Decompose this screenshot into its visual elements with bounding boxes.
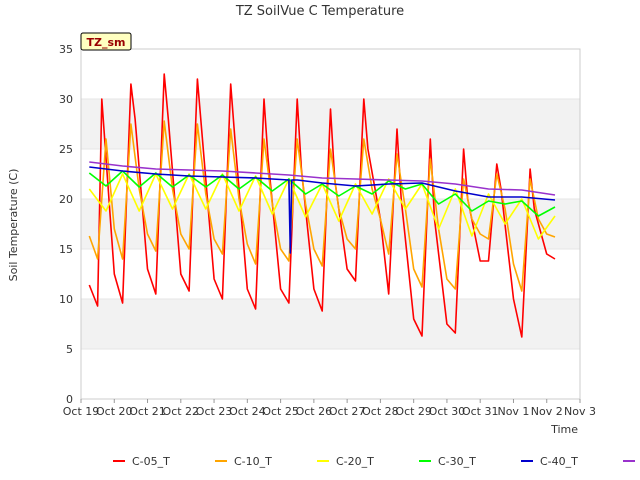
y-tick-label: 10 xyxy=(59,293,73,306)
y-tick-label: 5 xyxy=(66,343,73,356)
y-tick-label: 30 xyxy=(59,93,73,106)
series-line-c-40-t xyxy=(89,166,556,254)
y-tick-label: 20 xyxy=(59,193,73,206)
grid-bands xyxy=(81,48,580,400)
legend-label: C-20_T xyxy=(336,455,374,468)
x-tick-label: Oct 23 xyxy=(196,405,233,418)
legend-item: C-20_T xyxy=(317,455,374,468)
series-line-c-05-t xyxy=(88,73,556,338)
legend-label: C-10_T xyxy=(234,455,272,468)
y-axis-ticks: 0 5 10 15 20 25 30 35 xyxy=(59,43,73,406)
site-badge-label: TZ_sm xyxy=(87,36,126,49)
series-line-c-30-t xyxy=(88,170,556,217)
grid-band xyxy=(81,299,580,349)
x-tick-label: Oct 24 xyxy=(229,405,266,418)
series-line-c-10-t xyxy=(88,120,556,292)
x-tick-label: Oct 25 xyxy=(262,405,299,418)
x-axis-title: Time xyxy=(550,423,578,436)
y-tick-label: 0 xyxy=(66,393,73,406)
x-tick-label: Nov 1 xyxy=(497,405,529,418)
x-tick-label: Oct 21 xyxy=(129,405,166,418)
x-tick-label: Oct 27 xyxy=(329,405,366,418)
legend-item: C-10_T xyxy=(215,455,272,468)
legend-item: C-05_T xyxy=(113,455,170,468)
site-badge-box xyxy=(80,32,132,51)
legend-item: C-40_T xyxy=(521,455,578,468)
legend-item: C-30_T xyxy=(419,455,476,468)
y-tick-label: 15 xyxy=(59,243,73,256)
legend-label: C-30_T xyxy=(438,455,476,468)
x-tick-label: Oct 26 xyxy=(296,405,333,418)
x-tick-label: Nov 2 xyxy=(531,405,563,418)
y-tick-label: 35 xyxy=(59,43,73,56)
plot-area xyxy=(80,48,581,400)
x-tick-label: Oct 19 xyxy=(63,405,100,418)
legend: C-05_T C-10_T C-20_T C-30_T C-40_T C-50_T xyxy=(113,455,635,468)
y-axis-title: Soil Temperature (C) xyxy=(7,169,20,282)
x-tick-label: Oct 31 xyxy=(462,405,499,418)
series-lines xyxy=(88,73,556,338)
legend-label: C-05_T xyxy=(132,455,170,468)
legend-item: C-50_T xyxy=(623,460,635,462)
x-tick-label: Oct 30 xyxy=(429,405,466,418)
series-line-c-50-t xyxy=(89,161,556,196)
x-tick-label: Nov 3 xyxy=(564,405,596,418)
x-tick-label: Oct 22 xyxy=(163,405,200,418)
grid-band xyxy=(81,199,580,249)
y-tick-label: 25 xyxy=(59,143,73,156)
x-tick-label: Oct 28 xyxy=(362,405,399,418)
x-tick-label: Oct 20 xyxy=(96,405,133,418)
x-tick-label: Oct 29 xyxy=(395,405,432,418)
site-badge: TZ_sm xyxy=(80,32,132,51)
legend-label: C-40_T xyxy=(540,455,578,468)
chart-title: TZ SoilVue C Temperature xyxy=(235,4,404,19)
